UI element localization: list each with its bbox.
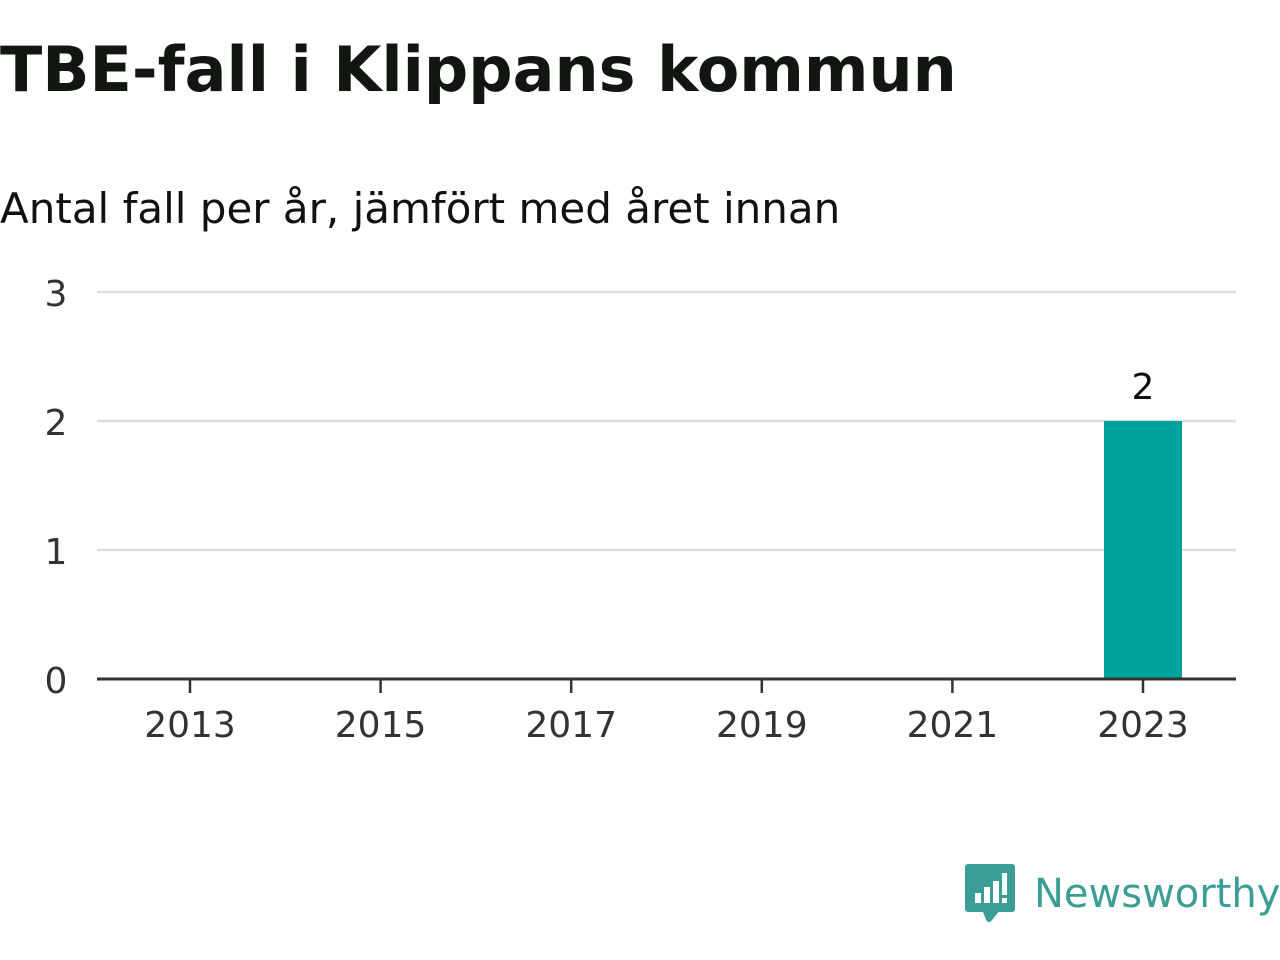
newsworthy-logo-icon [965, 864, 1015, 922]
chart-subtitle: Antal fall per år, jämfört med året inna… [0, 184, 841, 233]
brand-name: Newsworthy [1034, 871, 1280, 917]
bars [1104, 421, 1182, 679]
x-axis-ticks: 2013 2015 2017 2019 2021 2023 [144, 679, 1189, 746]
x-tick-label-2021: 2021 [907, 705, 999, 746]
y-tick-label-2: 2 [45, 403, 68, 444]
x-tick-label-2013: 2013 [144, 705, 236, 746]
grid-lines [97, 290, 1236, 552]
brand: Newsworthy [964, 862, 1280, 926]
y-axis-ticks: 0 1 2 3 [45, 274, 68, 702]
data-label-2023: 2 [1132, 367, 1155, 408]
x-tick-label-2015: 2015 [335, 705, 427, 746]
x-tick-label-2019: 2019 [716, 705, 808, 746]
y-tick-label-1: 1 [45, 532, 68, 573]
data-labels: 2 [1132, 367, 1155, 408]
bar-2023 [1104, 421, 1182, 679]
x-tick-label-2017: 2017 [525, 705, 617, 746]
y-tick-label-0: 0 [45, 661, 68, 702]
x-tick-label-2023: 2023 [1097, 705, 1189, 746]
y-tick-label-3: 3 [45, 274, 68, 315]
chart-title: TBE-fall i Klippans kommun [0, 33, 957, 106]
